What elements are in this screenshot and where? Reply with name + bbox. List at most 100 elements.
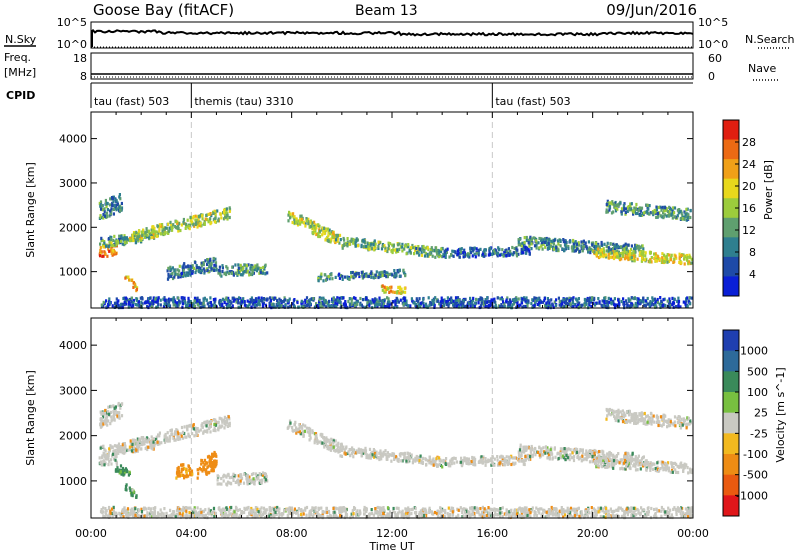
velocity-scatter-cell xyxy=(108,412,111,416)
velocity-scatter-cell xyxy=(226,480,230,484)
power-scatter-cell xyxy=(383,290,386,294)
power-scatter-cell xyxy=(141,302,144,306)
power-scatter-cell xyxy=(344,300,347,304)
power-scatter-cell xyxy=(212,256,215,261)
velocity-scatter-cell xyxy=(213,428,216,432)
power-scatter-cell xyxy=(622,208,625,212)
power-scatter-cell xyxy=(688,253,691,257)
power-scatter-cell xyxy=(641,211,644,215)
power-scatter-cell xyxy=(195,268,198,272)
power-scatter-cell xyxy=(334,275,337,279)
velocity-scatter-cell xyxy=(339,454,342,458)
power-scatter-cell xyxy=(542,238,545,242)
power-scatter-cell xyxy=(559,244,562,248)
power-scatter-cell xyxy=(427,247,430,252)
power-scatter-cell xyxy=(384,248,387,253)
power-scatter-cell xyxy=(331,297,334,301)
power-scatter-cell xyxy=(509,249,512,253)
velocity-scatter-cell xyxy=(569,453,572,457)
power-scatter-cell xyxy=(355,239,358,243)
power-scatter-cell xyxy=(673,211,676,215)
power-scatter-cell xyxy=(426,246,429,250)
velocity-scatter-cell xyxy=(452,456,455,460)
velocity-scatter-cell xyxy=(530,453,533,457)
power-scatter-cell xyxy=(113,301,117,305)
power-scatter-cell xyxy=(625,256,629,260)
velocity-scatter-cell xyxy=(634,455,637,459)
power-scatter-cell xyxy=(312,297,315,301)
power-scatter-cell xyxy=(342,244,345,248)
power-scatter-cell xyxy=(108,249,111,253)
velocity-scatter-cell xyxy=(205,424,208,428)
power-scatter-cell xyxy=(379,274,382,278)
power-scatter-cell xyxy=(156,300,159,304)
power-scatter-cell xyxy=(130,299,133,304)
power-scatter-cell xyxy=(388,290,391,294)
power-scatter-cell xyxy=(614,209,618,213)
velocity-scatter-cell xyxy=(155,435,158,439)
power-scatter-cell xyxy=(395,272,398,276)
power-scatter-cell xyxy=(178,273,181,277)
power-scatter-cell xyxy=(288,210,291,214)
velocity-scatter-cell xyxy=(115,469,118,473)
power-scatter-cell xyxy=(121,236,124,240)
power-scatter-cell xyxy=(158,225,161,229)
power-scatter-cell xyxy=(628,252,631,256)
power-scatter-cell xyxy=(466,252,469,256)
power-scatter-cell xyxy=(108,297,111,301)
velocity-scatter-cell xyxy=(442,460,445,464)
power-scatter-cell xyxy=(367,245,370,249)
power-scatter-cell xyxy=(330,273,333,277)
velocity-scatter-cell xyxy=(167,439,170,443)
power-scatter-cell xyxy=(119,302,122,306)
power-scatter-cell xyxy=(242,270,245,275)
power-scatter-cell xyxy=(587,248,590,252)
nave-label: Nave xyxy=(748,62,776,75)
velocity-scatter-cell xyxy=(315,433,318,438)
power-scatter-cell xyxy=(400,287,403,291)
velocity-scatter-cell xyxy=(213,422,216,426)
velocity-scatter-cell xyxy=(514,461,517,465)
velocity-scatter-cell xyxy=(382,452,385,456)
velocity-scatter-cell xyxy=(110,415,113,419)
power-scatter-cell xyxy=(327,234,330,238)
power-scatter-cell xyxy=(590,304,593,309)
power-scatter-cell xyxy=(200,268,203,272)
power-scatter-cell xyxy=(336,236,340,241)
power-scatter-cell xyxy=(418,253,421,257)
power-scatter-cell xyxy=(245,304,248,308)
power-scatter-cell xyxy=(122,296,125,301)
velocity-scatter-cell xyxy=(234,480,237,484)
power-scatter-cell xyxy=(277,303,280,307)
velocity-scatter-cell xyxy=(184,435,187,439)
power-scatter-cell xyxy=(209,296,212,300)
power-scatter-cell xyxy=(616,203,619,208)
velocity-scatter-cell xyxy=(119,470,122,474)
velocity-scatter-cell xyxy=(99,410,102,414)
power-scatter-cell xyxy=(251,302,254,306)
power-scatter-cell xyxy=(557,248,560,252)
power-scatter-cell xyxy=(365,297,368,301)
power-scatter-cell xyxy=(327,230,330,234)
power-scatter-cell xyxy=(244,263,247,267)
nsky-tick-low: 10^0 xyxy=(57,38,87,51)
velocity-scatter-cell xyxy=(623,454,626,458)
power-scatter-cell xyxy=(450,298,453,303)
power-scatter-cell xyxy=(479,247,482,251)
power-scatter-cell xyxy=(507,302,510,306)
power-scatter-cell xyxy=(635,244,638,248)
velocity-scatter-cell xyxy=(307,430,311,434)
power-scatter-cell xyxy=(241,300,244,304)
power-scatter-cell xyxy=(624,212,627,216)
power-scatter-cell xyxy=(635,304,638,308)
power-scatter-cell xyxy=(158,229,161,233)
power-scatter-cell xyxy=(512,251,515,255)
velocity-scatter-cell xyxy=(217,420,220,424)
velocity-scatter-cell xyxy=(580,448,583,452)
velocity-scatter-cell xyxy=(177,468,180,472)
power-scatter-cell xyxy=(434,246,437,250)
power-scatter-cell xyxy=(686,207,689,211)
velocity-scatter-cell xyxy=(218,424,221,428)
velocity-scatter-cell xyxy=(447,464,450,468)
power-scatter-cell xyxy=(637,297,640,301)
